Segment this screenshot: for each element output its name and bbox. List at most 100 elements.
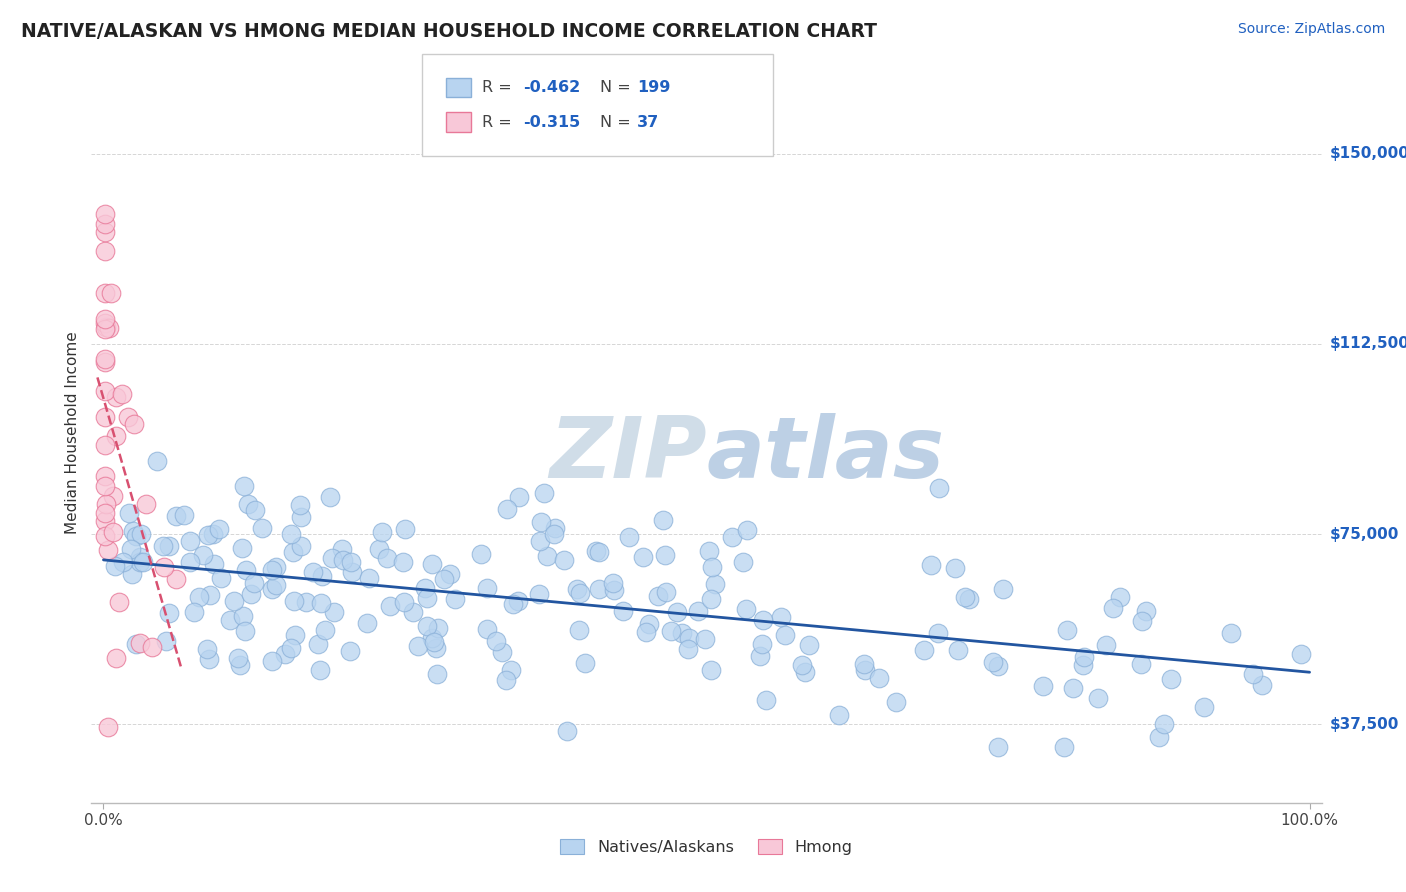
Point bbox=[93, 351, 115, 366]
Point bbox=[356, 615, 378, 630]
Point bbox=[332, 553, 354, 567]
Point bbox=[654, 548, 676, 562]
Point bbox=[93, 514, 115, 528]
Point bbox=[1147, 730, 1170, 744]
Point bbox=[426, 621, 449, 635]
Point bbox=[104, 428, 127, 442]
Point bbox=[94, 319, 117, 334]
Point bbox=[426, 667, 449, 681]
Point bbox=[1160, 672, 1182, 686]
Point bbox=[121, 566, 143, 581]
Point bbox=[1053, 739, 1076, 754]
Point bbox=[755, 693, 778, 707]
Point bbox=[321, 551, 343, 566]
Point bbox=[671, 625, 693, 640]
Point bbox=[198, 588, 221, 602]
Point bbox=[477, 622, 499, 636]
Point bbox=[502, 597, 524, 611]
Point bbox=[748, 648, 770, 663]
Point bbox=[565, 582, 588, 597]
Point bbox=[496, 502, 519, 516]
Point bbox=[603, 583, 626, 598]
Point bbox=[1289, 648, 1312, 662]
Point bbox=[475, 582, 498, 596]
Point bbox=[853, 663, 876, 677]
Point bbox=[93, 244, 115, 258]
Point bbox=[1153, 717, 1175, 731]
Point bbox=[423, 635, 446, 649]
Point bbox=[339, 643, 361, 657]
Point bbox=[588, 582, 610, 597]
Point bbox=[307, 637, 329, 651]
Point bbox=[631, 549, 654, 564]
Text: R =: R = bbox=[482, 115, 517, 129]
Point bbox=[165, 572, 187, 586]
Point bbox=[157, 539, 180, 553]
Point bbox=[179, 533, 201, 548]
Point bbox=[470, 547, 492, 561]
Point bbox=[700, 663, 723, 677]
Point bbox=[499, 663, 522, 677]
Point bbox=[314, 624, 336, 638]
Point bbox=[734, 602, 756, 616]
Point bbox=[392, 595, 415, 609]
Point bbox=[157, 607, 180, 621]
Point bbox=[233, 479, 256, 493]
Point bbox=[93, 478, 115, 492]
Point bbox=[131, 526, 153, 541]
Point bbox=[125, 529, 148, 543]
Point bbox=[120, 542, 142, 557]
Point bbox=[198, 652, 221, 666]
Text: N =: N = bbox=[600, 80, 637, 95]
Point bbox=[439, 566, 461, 581]
Point bbox=[146, 454, 169, 468]
Point bbox=[574, 656, 596, 670]
Point bbox=[731, 555, 754, 569]
Point bbox=[93, 311, 115, 326]
Point bbox=[1102, 601, 1125, 615]
Point bbox=[243, 575, 266, 590]
Text: $75,000: $75,000 bbox=[1330, 526, 1399, 541]
Point bbox=[319, 491, 342, 505]
Point bbox=[233, 624, 256, 639]
Point bbox=[1056, 623, 1078, 637]
Point bbox=[588, 545, 610, 559]
Point bbox=[93, 529, 115, 543]
Point bbox=[1250, 677, 1272, 691]
Point bbox=[751, 613, 773, 627]
Point bbox=[957, 591, 980, 606]
Point bbox=[943, 561, 966, 575]
Point bbox=[699, 543, 721, 558]
Point bbox=[491, 645, 513, 659]
Text: 37: 37 bbox=[637, 115, 659, 129]
Point bbox=[340, 565, 363, 579]
Point bbox=[655, 584, 678, 599]
Point bbox=[402, 605, 425, 619]
Point bbox=[93, 469, 115, 483]
Text: N =: N = bbox=[600, 115, 637, 129]
Point bbox=[751, 637, 773, 651]
Point bbox=[378, 599, 401, 613]
Point bbox=[311, 569, 333, 583]
Point bbox=[665, 605, 688, 619]
Point bbox=[94, 506, 117, 520]
Point bbox=[94, 218, 117, 232]
Point bbox=[619, 530, 641, 544]
Point bbox=[238, 497, 260, 511]
Point bbox=[339, 555, 361, 569]
Point bbox=[987, 658, 1010, 673]
Point bbox=[987, 739, 1010, 754]
Point bbox=[309, 596, 332, 610]
Point bbox=[124, 637, 146, 651]
Point bbox=[187, 591, 209, 605]
Point bbox=[568, 624, 591, 638]
Point bbox=[676, 642, 699, 657]
Point bbox=[121, 524, 143, 538]
Text: R =: R = bbox=[482, 80, 517, 95]
Point bbox=[884, 695, 907, 709]
Point bbox=[301, 566, 323, 580]
Point bbox=[222, 593, 245, 607]
Point bbox=[1129, 657, 1152, 671]
Y-axis label: Median Household Income: Median Household Income bbox=[65, 331, 80, 534]
Point bbox=[413, 581, 436, 595]
